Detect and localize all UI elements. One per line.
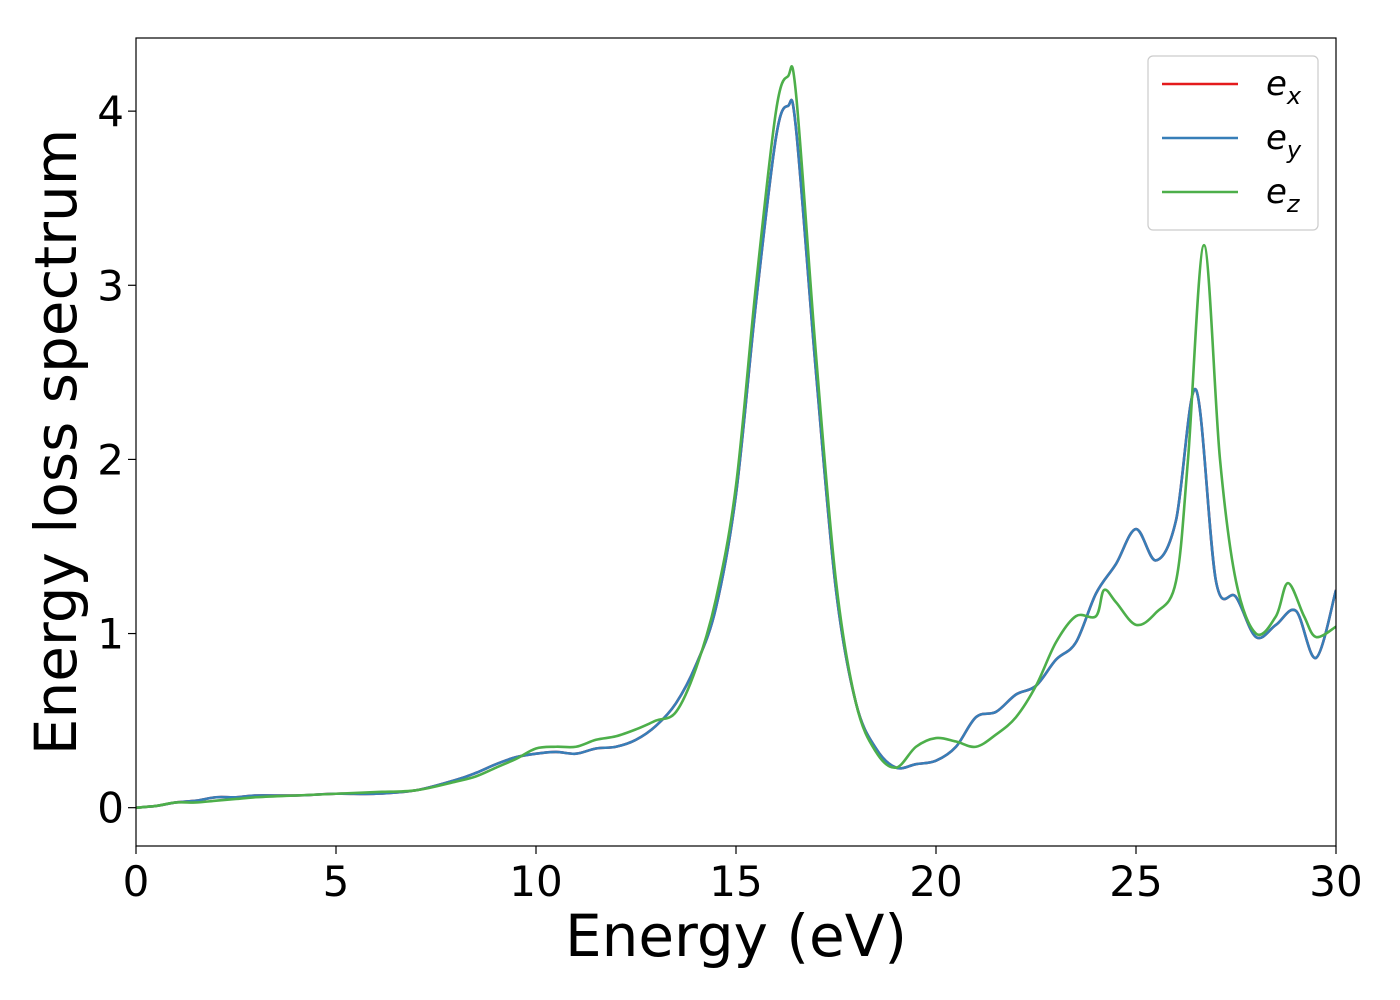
legend-label-e_y: ey [1266, 118, 1302, 164]
y-tick-label: 3 [97, 261, 124, 310]
x-tick-label: 5 [323, 857, 350, 906]
y-tick-label: 0 [97, 784, 124, 833]
x-tick-label: 30 [1309, 857, 1362, 906]
y-tick-label: 4 [97, 87, 124, 136]
x-tick-label: 0 [123, 857, 150, 906]
x-tick-label: 15 [709, 857, 762, 906]
y-axis-title: Energy loss spectrum [22, 129, 90, 755]
y-axis-ticks: 0 1 2 3 4 [97, 87, 136, 833]
x-tick-label: 25 [1109, 857, 1162, 906]
x-axis-ticks: 0 5 10 15 20 25 30 [123, 846, 1363, 906]
x-tick-label: 20 [909, 857, 962, 906]
legend-box [1147, 55, 1319, 231]
series-layer [136, 65, 1336, 809]
x-tick-label: 10 [509, 857, 562, 906]
y-tick-label: 2 [97, 435, 124, 484]
x-axis-title: Energy (eV) [565, 902, 907, 970]
legend-label-e_x: ex [1266, 64, 1302, 110]
series-line-e_z [136, 65, 1336, 809]
y-tick-label: 1 [97, 610, 124, 659]
